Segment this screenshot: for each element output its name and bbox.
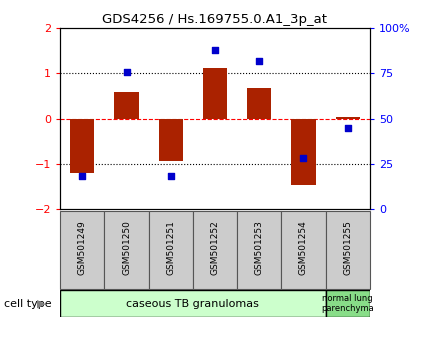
Text: GSM501254: GSM501254: [299, 221, 308, 275]
Bar: [114, 92, 139, 119]
Bar: [237, 211, 281, 289]
Bar: [104, 211, 149, 289]
Text: GSM501251: GSM501251: [166, 221, 175, 275]
Bar: [159, 119, 183, 161]
Bar: [149, 211, 193, 289]
Bar: [60, 211, 104, 289]
Text: GSM501252: GSM501252: [211, 221, 219, 275]
Text: ■: ■: [60, 353, 72, 354]
Point: [79, 173, 86, 179]
Bar: [326, 211, 370, 289]
Point: [344, 125, 351, 131]
Bar: [60, 290, 326, 317]
Bar: [247, 88, 271, 119]
Bar: [326, 290, 370, 317]
Text: caseous TB granulomas: caseous TB granulomas: [126, 298, 259, 309]
Title: GDS4256 / Hs.169755.0.A1_3p_at: GDS4256 / Hs.169755.0.A1_3p_at: [102, 13, 328, 26]
Text: GSM501255: GSM501255: [343, 221, 352, 275]
Point: [212, 47, 218, 53]
Text: ▶: ▶: [37, 298, 45, 309]
Bar: [335, 117, 360, 119]
Text: GSM501249: GSM501249: [78, 221, 87, 275]
Bar: [203, 68, 227, 119]
Bar: [70, 119, 95, 173]
Point: [167, 173, 174, 179]
Text: cell type: cell type: [4, 298, 52, 309]
Text: normal lung
parenchyma: normal lung parenchyma: [321, 294, 374, 313]
Point: [256, 58, 263, 64]
Point: [300, 155, 307, 161]
Bar: [291, 119, 316, 185]
Text: GSM501253: GSM501253: [255, 221, 264, 275]
Bar: [281, 211, 326, 289]
Text: GSM501250: GSM501250: [122, 221, 131, 275]
Bar: [193, 211, 237, 289]
Point: [123, 69, 130, 74]
